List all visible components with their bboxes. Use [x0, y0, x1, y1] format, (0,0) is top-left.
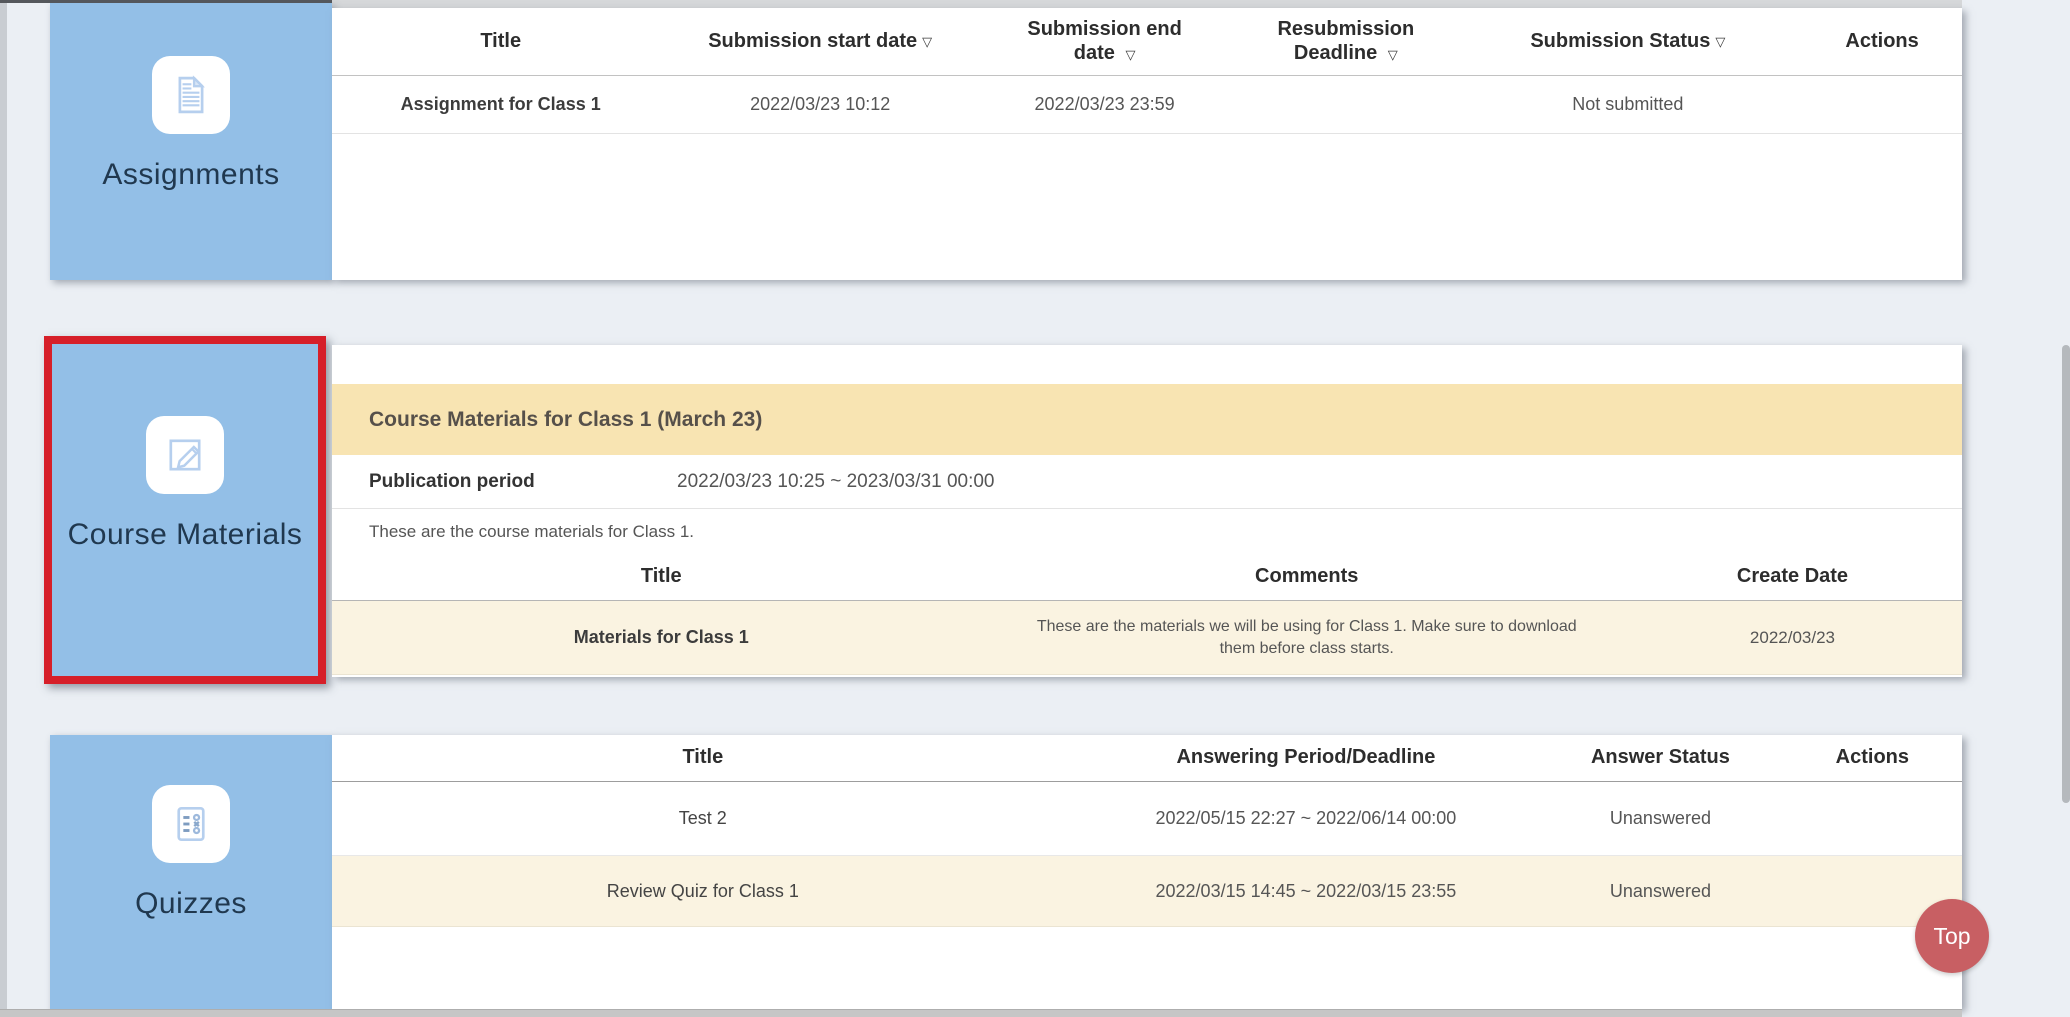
- material-create-date: 2022/03/23: [1749, 627, 1836, 647]
- scroll-to-top-button[interactable]: Top: [1915, 899, 1989, 973]
- column-header-resubmission-deadline[interactable]: Resubmission Deadline ▽: [1277, 17, 1415, 64]
- quizzes-checklist-icon: [152, 785, 230, 863]
- quiz-title-link[interactable]: Test 2: [678, 808, 727, 828]
- vertical-scrollbar-thumb[interactable]: [2062, 345, 2070, 803]
- sort-descending-icon: ▽: [1387, 46, 1398, 62]
- column-header-comments: Comments: [1255, 565, 1359, 588]
- sort-descending-icon: ▽: [1715, 33, 1726, 49]
- scroll-to-top-label: Top: [1933, 922, 1971, 949]
- column-header-actions: Actions: [1845, 29, 1919, 52]
- column-header-actions: Actions: [1835, 746, 1909, 769]
- assignments-document-icon: [152, 56, 230, 134]
- publication-period-value: 2022/03/23 10:25 ~ 2023/03/31 00:00: [677, 470, 995, 492]
- course-materials-panel: Course Materials for Class 1 (March 23) …: [332, 345, 1962, 677]
- sort-descending-icon: ▽: [1125, 46, 1136, 62]
- quiz-period: 2022/03/15 14:45 ~ 2022/03/15 23:55: [1155, 880, 1457, 901]
- column-header-submission-status[interactable]: Submission Status ▽: [1530, 29, 1726, 52]
- quiz-period: 2022/05/15 22:27 ~ 2022/06/14 00:00: [1155, 808, 1457, 828]
- quiz-answer-status: Unanswered: [1609, 880, 1711, 901]
- assignment-end-date: 2022/03/23 23:59: [1034, 94, 1175, 114]
- material-description: These are the course materials for Class…: [369, 521, 695, 541]
- assignment-title-link[interactable]: Assignment for Class 1: [400, 94, 601, 114]
- quiz-answer-status: Unanswered: [1609, 808, 1711, 828]
- quizzes-panel: Title Answering Period/Deadline Answer S…: [332, 735, 1962, 1009]
- assignments-tile-label: Assignments: [102, 158, 280, 191]
- column-header-submission-start-date[interactable]: Submission start date ▽: [708, 29, 933, 52]
- assignment-status: Not submitted: [1572, 94, 1684, 114]
- course-materials-edit-icon: [146, 416, 224, 494]
- assignment-start-date: 2022/03/23 10:12: [750, 94, 891, 114]
- column-header-submission-end-date[interactable]: Submission end date ▽: [1027, 17, 1182, 64]
- material-title-link[interactable]: Materials for Class 1: [573, 627, 749, 647]
- material-row: Materials for Class 1 These are the mate…: [332, 601, 1962, 675]
- quizzes-table-header: Title Answering Period/Deadline Answer S…: [332, 735, 1962, 782]
- assignment-row: Assignment for Class 1 2022/03/23 10:12 …: [332, 76, 1962, 134]
- material-group-title-bar: Course Materials for Class 1 (March 23): [332, 384, 1962, 455]
- material-group-title: Course Materials for Class 1 (March 23): [369, 407, 763, 431]
- quizzes-tile-label: Quizzes: [135, 887, 247, 920]
- publication-period-row: Publication period 2022/03/23 10:25 ~ 20…: [332, 455, 1962, 509]
- quiz-row: Test 2 2022/05/15 22:27 ~ 2022/06/14 00:…: [332, 782, 1962, 856]
- quiz-title-link[interactable]: Review Quiz for Class 1: [606, 880, 799, 901]
- materials-table-header: Title Comments Create Date: [332, 554, 1962, 601]
- column-header-title: Title: [682, 746, 724, 769]
- course-materials-tile-highlight[interactable]: Course Materials: [44, 336, 326, 684]
- assignments-table-header: Title Submission start date ▽ Submission…: [332, 8, 1962, 76]
- course-materials-tile-label: Course Materials: [67, 518, 303, 551]
- column-header-answering-period: Answering Period/Deadline: [1176, 746, 1436, 769]
- column-header-answer-status: Answer Status: [1590, 746, 1730, 769]
- assignments-panel: Title Submission start date ▽ Submission…: [332, 8, 1962, 280]
- panel-spacer: [332, 345, 1962, 384]
- top-page-edge: [0, 0, 332, 3]
- left-page-edge: [0, 0, 7, 1017]
- column-header-create-date: Create Date: [1736, 565, 1849, 588]
- material-comments: These are the materials we will be using…: [1036, 617, 1577, 657]
- quizzes-tile[interactable]: Quizzes: [50, 735, 332, 1017]
- sort-descending-icon: ▽: [922, 33, 933, 49]
- assignments-tile[interactable]: Assignments: [50, 3, 332, 280]
- quiz-row: Review Quiz for Class 1 2022/03/15 14:45…: [332, 856, 1962, 927]
- top-panel-edge: [332, 0, 1962, 8]
- column-header-title: Title: [640, 565, 682, 588]
- publication-period-label: Publication period: [369, 470, 535, 492]
- material-description-row: These are the course materials for Class…: [332, 509, 1962, 554]
- bottom-page-edge: [0, 1009, 1962, 1017]
- column-header-title: Title: [480, 29, 522, 52]
